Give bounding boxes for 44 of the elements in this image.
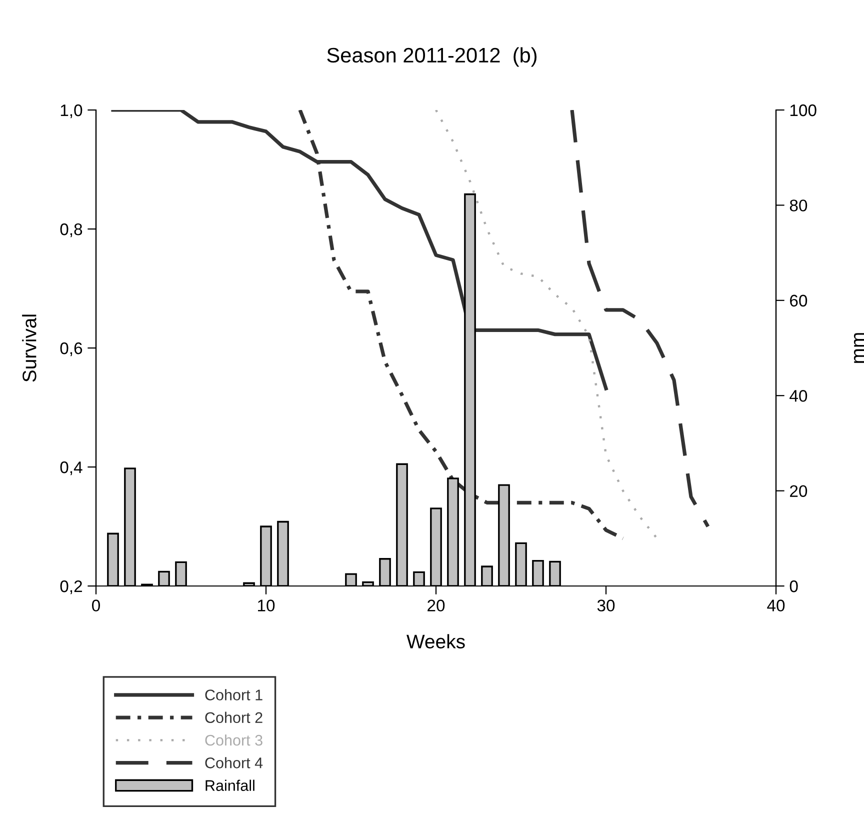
bar bbox=[107, 532, 119, 586]
y-tick-label: 1,0 bbox=[60, 104, 82, 118]
bar bbox=[413, 571, 425, 586]
line-series bbox=[434, 110, 658, 540]
y-tick-label: 0,2 bbox=[60, 580, 82, 594]
bar bbox=[532, 560, 544, 586]
y2-tick-label: 100 bbox=[790, 104, 816, 116]
y2-axis-title: mm bbox=[854, 333, 864, 363]
bar bbox=[498, 484, 510, 586]
y2-tick-label: 80 bbox=[790, 200, 808, 212]
chart-title: Season 2011-2012 (b) bbox=[327, 47, 537, 67]
x-tick-label: 10 bbox=[258, 600, 275, 612]
x-tick-label: 30 bbox=[597, 600, 615, 612]
x-tick-label: 40 bbox=[767, 600, 785, 612]
y-tick-label: 0,8 bbox=[60, 223, 82, 238]
bar bbox=[379, 558, 391, 586]
x-axis-title: Weeks bbox=[406, 634, 465, 648]
y2-tick-label: 20 bbox=[790, 485, 808, 498]
bar bbox=[549, 560, 561, 586]
bar bbox=[158, 570, 170, 586]
bar bbox=[481, 566, 493, 586]
legend-label: Cohort 4 bbox=[205, 757, 263, 768]
x-tick-label: 20 bbox=[428, 600, 445, 612]
y-axis-title: Survival bbox=[22, 314, 36, 382]
bar bbox=[464, 193, 476, 586]
y2-tick-label: 40 bbox=[790, 390, 808, 402]
y-tick-label: 0,6 bbox=[60, 342, 82, 356]
legend-label: Rainfall bbox=[206, 780, 254, 791]
y-tick-label: 0,4 bbox=[60, 461, 82, 476]
line-series bbox=[570, 110, 710, 528]
x-tick-label: 0 bbox=[92, 600, 100, 612]
bar bbox=[362, 581, 374, 586]
bar bbox=[124, 468, 136, 586]
legend-label: Cohort 3 bbox=[205, 734, 262, 746]
bar bbox=[175, 561, 187, 586]
bar bbox=[345, 573, 357, 586]
legend-label: Cohort 1 bbox=[205, 689, 262, 700]
bar bbox=[515, 542, 527, 586]
legend-label: Cohort 2 bbox=[205, 712, 262, 724]
bar bbox=[396, 463, 408, 586]
y2-tick-label: 0 bbox=[790, 580, 798, 592]
bar bbox=[277, 520, 289, 586]
y2-tick-label: 60 bbox=[790, 294, 808, 307]
bar bbox=[447, 478, 459, 586]
